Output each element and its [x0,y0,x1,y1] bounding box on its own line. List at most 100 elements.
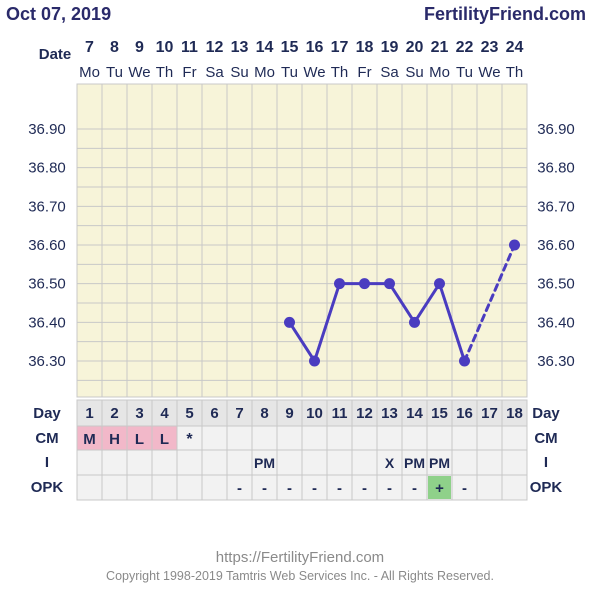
cycle-day: 9 [285,405,293,422]
y-tick-label-right: 36.50 [537,276,575,293]
footer-url[interactable]: https://FertilityFriend.com [215,549,385,566]
site-name[interactable]: FertilityFriend.com [423,4,586,24]
cycle-day: 4 [160,405,169,422]
temperature-point [459,355,470,367]
y-tick-label-left: 36.60 [28,237,66,254]
weekday-label: Mo [254,64,275,81]
weekday-label: We [478,64,500,81]
cycle-day: 12 [356,405,373,422]
y-tick-label-left: 36.30 [28,353,66,370]
cycle-day: 17 [481,405,498,422]
temperature-point [434,278,445,290]
y-tick-label-right: 36.80 [537,160,575,177]
intercourse-value: PM [254,455,275,471]
date-label: 23 [481,39,499,56]
cm-highlight-cell [102,426,127,450]
cycle-day: 2 [110,405,118,422]
temperature-point [359,278,370,290]
date-label: 7 [85,39,94,56]
temperature-line [438,282,466,363]
cycle-day: 14 [406,405,423,422]
temperature-point [384,278,395,290]
cycle-day: 10 [306,405,323,422]
opk-value: - [337,480,342,497]
date-label: 19 [381,39,399,56]
y-tick-label-right: 36.60 [537,237,575,254]
cycle-day: 13 [381,405,398,422]
y-tick-label-left: 36.40 [28,314,66,331]
weekday-label: We [303,64,325,81]
opk-value: + [435,480,444,497]
cycle-day: 1 [85,405,93,422]
cm-value: L [135,431,144,448]
cycle-day: 3 [135,405,143,422]
weekday-label: Th [331,64,349,81]
date-label: 22 [456,39,474,56]
y-tick-label-left: 36.50 [28,276,66,293]
row-label-opk: OPK [31,479,64,496]
opk-value: - [462,480,467,497]
opk-value: - [287,480,292,497]
opk-value: - [262,480,267,497]
cycle-day: 18 [506,405,523,422]
cm-value: L [160,431,169,448]
chart-date: Oct 07, 2019 [6,4,112,24]
cycle-day: 11 [332,405,348,422]
weekday-label: Su [405,64,423,81]
date-label: 15 [281,39,299,56]
opk-value: - [412,480,417,497]
intercourse-value: PM [404,455,425,471]
y-tick-label-right: 36.90 [537,121,575,138]
date-label: 18 [356,39,374,56]
cycle-day: 5 [185,405,193,422]
temperature-point [334,278,345,290]
row-label-opk-right: OPK [530,479,563,496]
opk-value: - [362,480,367,497]
date-row-label: Date [39,46,72,63]
date-label: 21 [431,39,449,56]
cycle-day: 7 [235,405,243,422]
weekday-label: Sa [205,64,224,81]
weekday-label: Fr [357,64,371,81]
date-label: 16 [306,39,324,56]
temperature-point [509,239,520,251]
temperature-line-dashed [463,243,516,363]
temperature-line [388,282,416,324]
cm-highlight-cell [152,426,177,450]
date-label: 17 [331,39,349,56]
cycle-day: 6 [210,405,218,422]
y-tick-label-right: 36.70 [537,198,575,215]
weekday-label: Mo [79,64,100,81]
temperature-line [413,282,441,324]
row-label-i-right: I [544,454,548,471]
y-tick-label-left: 36.70 [28,198,66,215]
cm-highlight-cell [127,426,152,450]
row-label-day-right: Day [532,405,560,422]
temperature-point [309,355,320,367]
y-tick-label-right: 36.30 [537,353,575,370]
weekday-label: Sa [380,64,399,81]
row-label-i: I [45,454,49,471]
date-label: 13 [231,39,249,56]
temperature-line [288,320,316,363]
y-tick-label-left: 36.90 [28,121,66,138]
cm-highlight-cell [77,426,102,450]
intercourse-value: PM [429,455,450,471]
weekday-label: Tu [281,64,298,81]
opk-value: - [312,480,317,497]
date-label: 14 [256,39,274,56]
cm-value: H [109,431,120,448]
row-label-cm-right: CM [534,430,557,447]
temperature-point [284,316,295,328]
date-label: 10 [156,39,174,56]
weekday-label: Fr [182,64,196,81]
weekday-label: We [128,64,150,81]
weekday-label: Tu [106,64,123,81]
cm-value: M [83,431,96,448]
temperature-line [313,282,341,363]
cycle-day: 15 [431,405,448,422]
temperature-point [409,316,420,328]
cycle-day: 16 [456,405,473,422]
row-label-cm: CM [35,430,58,447]
weekday-label: Su [230,64,248,81]
